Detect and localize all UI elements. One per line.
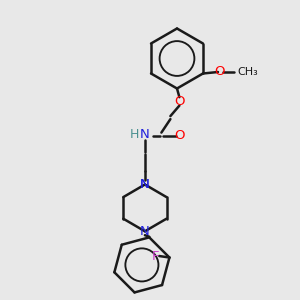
Text: F: F (151, 250, 159, 262)
Text: CH₃: CH₃ (238, 67, 258, 77)
Text: N: N (140, 225, 150, 238)
Text: N: N (140, 128, 150, 141)
Text: O: O (214, 65, 225, 79)
Text: N: N (140, 178, 150, 191)
Text: O: O (174, 129, 185, 142)
Text: O: O (174, 94, 185, 108)
Text: N: N (140, 178, 150, 191)
Text: H: H (130, 128, 140, 141)
